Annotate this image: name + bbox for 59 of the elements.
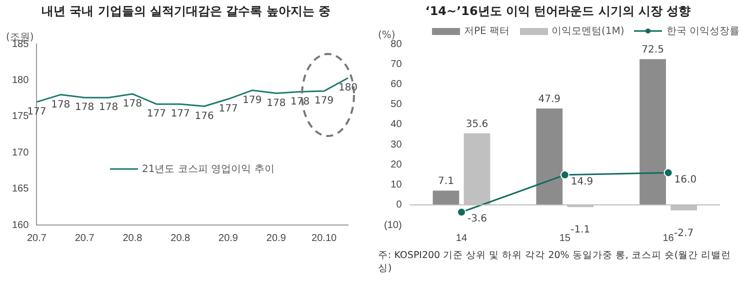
y-tick-label: 0	[396, 200, 402, 211]
data-label: 16.0	[674, 174, 697, 186]
data-label: 178	[75, 102, 94, 114]
y-tick-label: (10)	[384, 220, 402, 231]
x-tick-label: 20.7	[26, 232, 47, 244]
legend-label: 21년도 코스피 영업이익 추이	[142, 163, 274, 176]
data-label: -1.1	[570, 224, 590, 236]
y-tick-label: 80	[390, 38, 402, 50]
x-tick-label: 14	[456, 232, 468, 244]
data-label: 178	[122, 98, 142, 110]
x-tick-label: 20.7	[74, 232, 95, 244]
x-tick-label: 20.9	[266, 232, 286, 244]
data-label: 177	[27, 106, 46, 118]
chart-title: ‘14~’16년도 이익 턴어라운드 시기의 시장 성향	[424, 3, 692, 20]
data-label: 178	[51, 99, 70, 110]
data-label: 177	[170, 108, 190, 120]
point	[664, 168, 673, 178]
point	[560, 170, 570, 180]
y-tick-label: 40	[390, 119, 402, 130]
bar	[536, 108, 563, 205]
data-label: 176	[194, 110, 214, 122]
data-label: 7.1	[438, 176, 454, 188]
text: 주: KOSPI200 기준 상위 및 하위 각각 20% 동일가중 롱, 코스피 숏(월간 리밸런싱)	[377, 249, 732, 275]
y-tick-label: 175	[12, 111, 30, 122]
data-label: 178	[266, 98, 286, 109]
x-tick-label: 16	[662, 232, 674, 244]
legend-label: 한국 이익성장률	[666, 25, 740, 38]
y-tick-label: 170	[12, 147, 30, 158]
data-label: 179	[314, 96, 334, 107]
data-label: 35.6	[466, 118, 488, 130]
y-axis-title: (%)	[378, 30, 396, 41]
data-label: 178	[98, 102, 118, 114]
data-label: 72.5	[642, 44, 664, 56]
data-label: 47.9	[538, 94, 561, 106]
legend-label: 이익모멘텀(1M)	[552, 25, 624, 38]
legend-label: 저PE 팩터	[464, 25, 510, 38]
data-label: -2.7	[674, 228, 694, 239]
x-tick-label: 20.10	[312, 232, 337, 244]
data-label: 177	[218, 104, 238, 115]
y-tick-label: 20	[390, 159, 402, 170]
data-label: 177	[146, 108, 166, 120]
y-tick-label: 160	[12, 220, 30, 231]
y-tick-label: 180	[12, 74, 30, 86]
y-tick-label: 30	[390, 139, 402, 150]
x-tick-label: 20.9	[218, 232, 238, 244]
bar	[640, 59, 666, 205]
y-tick-label: 10	[390, 180, 402, 191]
y-tick-label: 60	[390, 78, 402, 90]
y-tick-label: 70	[390, 58, 402, 70]
bar	[432, 190, 460, 205]
y-tick-label: 50	[390, 99, 402, 110]
x-tick-label: 20.8	[170, 232, 191, 244]
x-tick-label: 15	[559, 232, 571, 244]
chart-title: 내년 국내 기업들의 실적기대감은 갈수록 높아지는 중	[40, 3, 332, 20]
y-tick-label: 165	[12, 184, 30, 195]
data-label: -3.6	[467, 214, 487, 225]
x-tick-label: 20.8	[122, 232, 143, 244]
data-label: 179	[242, 94, 262, 106]
data-label: 14.9	[570, 176, 594, 188]
